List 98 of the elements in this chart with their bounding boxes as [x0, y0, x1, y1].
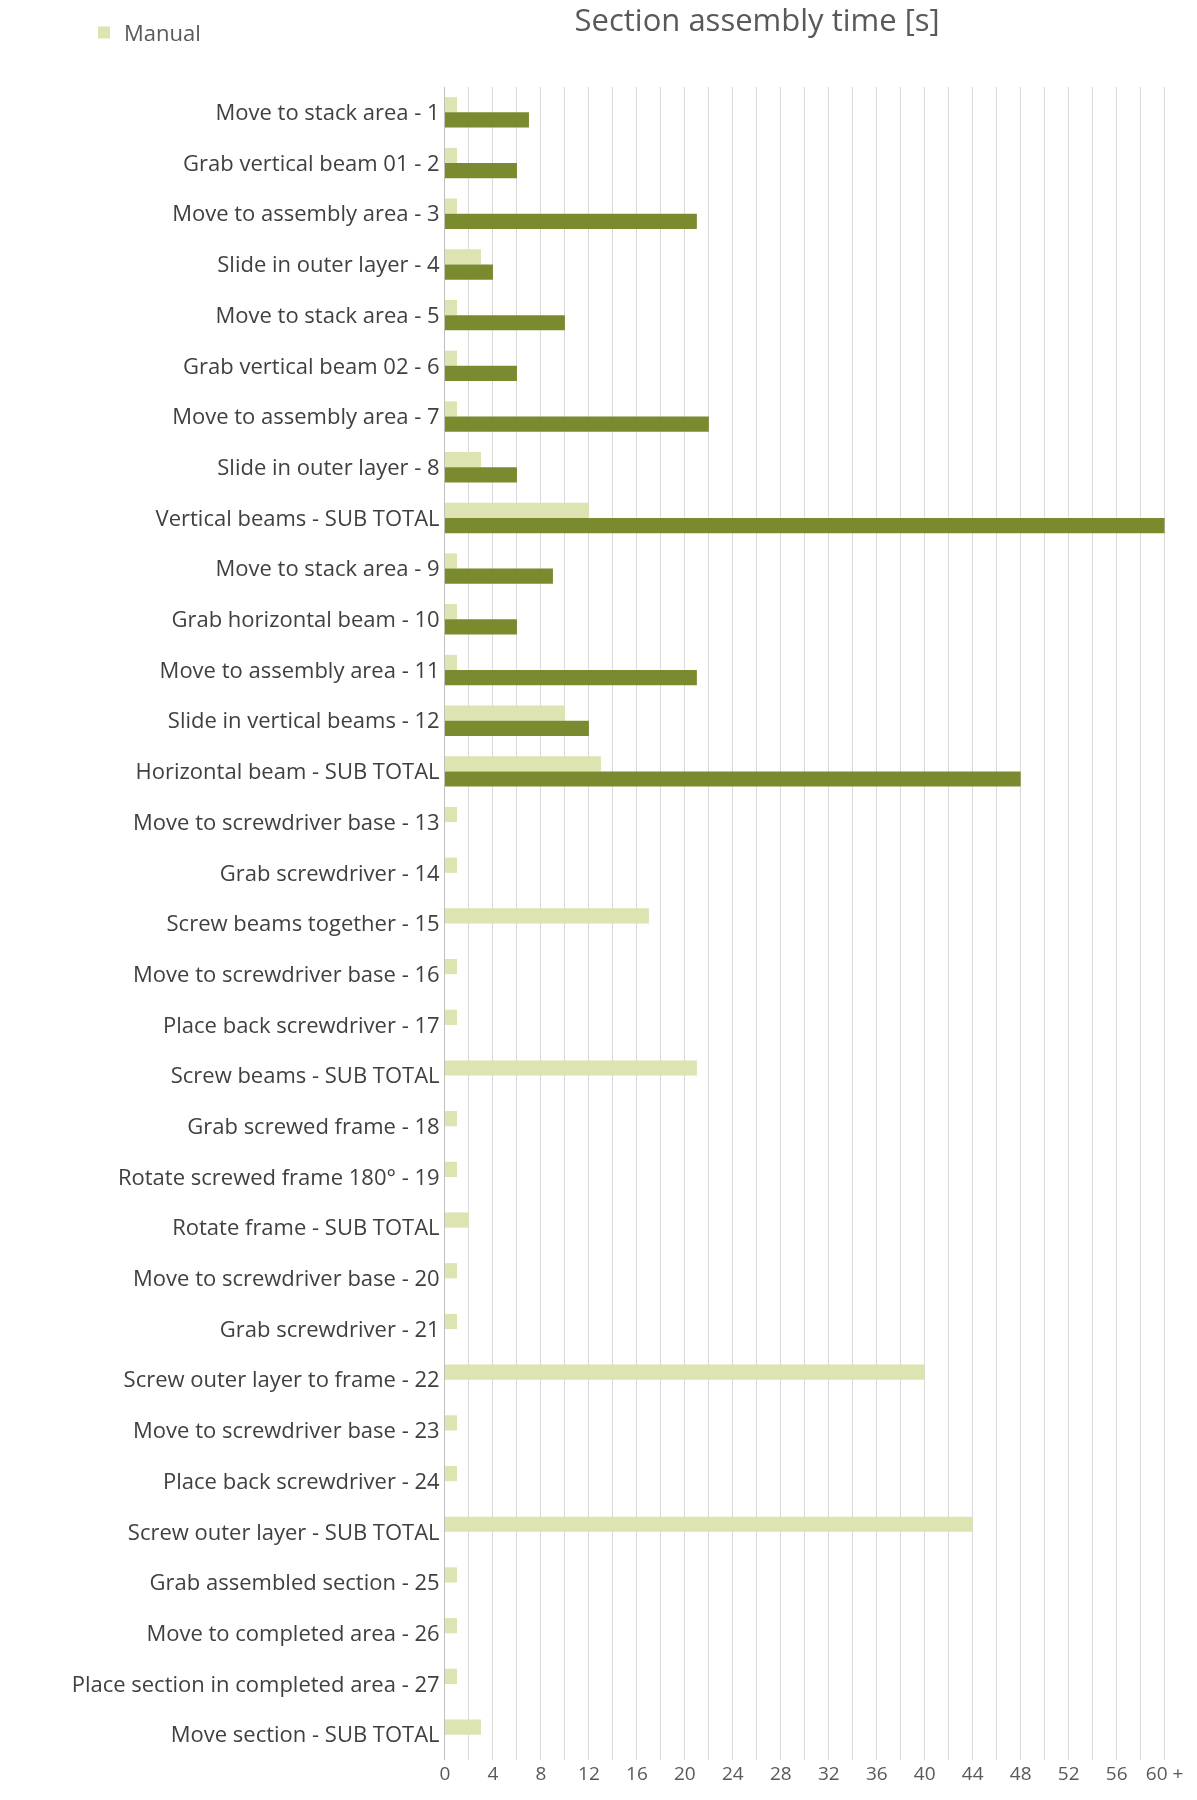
y-tick-label: Move to stack area - 5: [215, 298, 440, 329]
bar: [445, 1212, 469, 1228]
y-tick-label: Move to screwdriver base - 23: [133, 1414, 440, 1445]
y-tick-label: Slide in outer layer - 8: [217, 450, 440, 481]
bar: [445, 604, 457, 620]
x-tick-label: 56: [1105, 1760, 1128, 1786]
bar: [445, 1618, 457, 1634]
y-tick-label: Move to assembly area - 3: [172, 197, 440, 228]
bar: [445, 1516, 973, 1532]
bar: [445, 163, 517, 179]
bar: [445, 756, 601, 772]
bar: [445, 1415, 457, 1431]
bar: [445, 452, 481, 468]
y-tick-label: Move to screwdriver base - 16: [133, 957, 440, 988]
x-tick-label: 40: [913, 1760, 936, 1786]
bar: [445, 147, 457, 164]
y-tick-label: Rotate frame - SUB TOTAL: [172, 1211, 440, 1242]
bar: [445, 502, 589, 518]
bar: [445, 806, 457, 823]
bar: [445, 467, 517, 483]
y-tick-label: Place back screwdriver - 24: [163, 1464, 441, 1495]
bar: [445, 1313, 457, 1330]
y-tick-label: Screw outer layer to frame - 22: [123, 1363, 440, 1394]
y-tick-label: Place section in completed area - 27: [71, 1667, 440, 1698]
bar: [445, 112, 529, 128]
bar: [445, 517, 1165, 534]
bar: [445, 1567, 457, 1583]
bar: [445, 908, 649, 924]
bar: [445, 1060, 697, 1076]
bar: [445, 1364, 925, 1380]
x-tick-label: 8: [535, 1760, 547, 1786]
bar: [445, 553, 457, 569]
y-tick-label: Move to screwdriver base - 20: [133, 1262, 440, 1293]
x-tick-label: 32: [817, 1760, 840, 1786]
bar: [445, 1161, 457, 1177]
y-tick-label: Screw beams - SUB TOTAL: [170, 1059, 440, 1090]
y-tick-label: Place back screwdriver - 17: [163, 1008, 440, 1039]
bar: [445, 705, 565, 721]
x-tick-label: 60 +: [1145, 1760, 1184, 1786]
y-tick-label: Move to stack area - 1: [215, 96, 440, 127]
bar: [445, 857, 457, 873]
bar: [445, 654, 457, 671]
y-tick-label: Vertical beams - SUB TOTAL: [155, 501, 440, 532]
chart-title: Section assembly time [s]: [574, 0, 940, 40]
y-tick-label: Move to assembly area - 11: [159, 653, 440, 684]
bar: [445, 198, 457, 214]
x-tick-label: 12: [578, 1760, 600, 1786]
bar: [445, 771, 1021, 787]
y-tick-label: Grab horizontal beam - 10: [171, 603, 440, 634]
y-tick-label: Grab assembled section - 25: [149, 1566, 440, 1597]
bar: [445, 299, 457, 316]
bar: [445, 720, 589, 736]
y-tick-label: Grab screwdriver - 21: [219, 1312, 440, 1343]
bar: [445, 249, 481, 265]
y-tick-label: Slide in outer layer - 4: [217, 248, 441, 279]
bar: [445, 365, 517, 382]
y-tick-label: Grab vertical beam 01 - 2: [183, 146, 440, 177]
y-tick-label: Screw outer layer - SUB TOTAL: [127, 1515, 440, 1546]
bar: [445, 1009, 457, 1025]
y-tick-label: Screw beams together - 15: [166, 907, 440, 938]
y-tick-label: Horizontal beam - SUB TOTAL: [135, 755, 440, 786]
y-tick-label: Move to completed area - 26: [146, 1616, 440, 1647]
x-tick-label: 4: [487, 1760, 499, 1786]
y-tick-label: Move section - SUB TOTAL: [170, 1718, 440, 1749]
bar: [445, 213, 697, 229]
bar: [445, 315, 565, 331]
y-tick-label: Move to stack area - 9: [215, 552, 440, 583]
bar: [445, 401, 457, 417]
x-tick-label: 28: [769, 1760, 792, 1786]
bar: [445, 416, 709, 432]
bar: [445, 1263, 457, 1279]
y-tick-label: Move to screwdriver base - 13: [133, 805, 440, 836]
bar: [445, 1111, 457, 1127]
bar: [445, 619, 517, 635]
bar: [445, 97, 457, 113]
bar: [445, 568, 553, 584]
legend-label: Manual: [124, 17, 201, 48]
x-tick-label: 48: [1009, 1760, 1032, 1786]
y-tick-label: Slide in vertical beams - 12: [167, 704, 440, 735]
bar: [445, 958, 457, 975]
y-tick-label: Rotate screwed frame 180° - 19: [117, 1160, 440, 1191]
y-tick-label: Move to assembly area - 7: [172, 400, 440, 431]
x-tick-label: 16: [626, 1760, 648, 1786]
x-tick-label: 36: [865, 1760, 888, 1786]
bar: [445, 1719, 481, 1735]
x-tick-label: 0: [439, 1760, 451, 1786]
y-tick-label: Grab screwdriver - 14: [219, 856, 441, 887]
y-tick-label: Grab screwed frame - 18: [187, 1109, 440, 1140]
x-tick-label: 52: [1057, 1760, 1080, 1786]
x-tick-label: 44: [961, 1760, 984, 1786]
bar: [445, 1465, 457, 1482]
y-tick-label: Grab vertical beam 02 - 6: [183, 349, 440, 380]
bar: [445, 350, 457, 366]
x-tick-label: 24: [721, 1760, 744, 1786]
bar: [445, 1668, 457, 1684]
bar: [445, 670, 697, 686]
bar: [445, 264, 493, 280]
x-tick-label: 20: [674, 1760, 696, 1786]
